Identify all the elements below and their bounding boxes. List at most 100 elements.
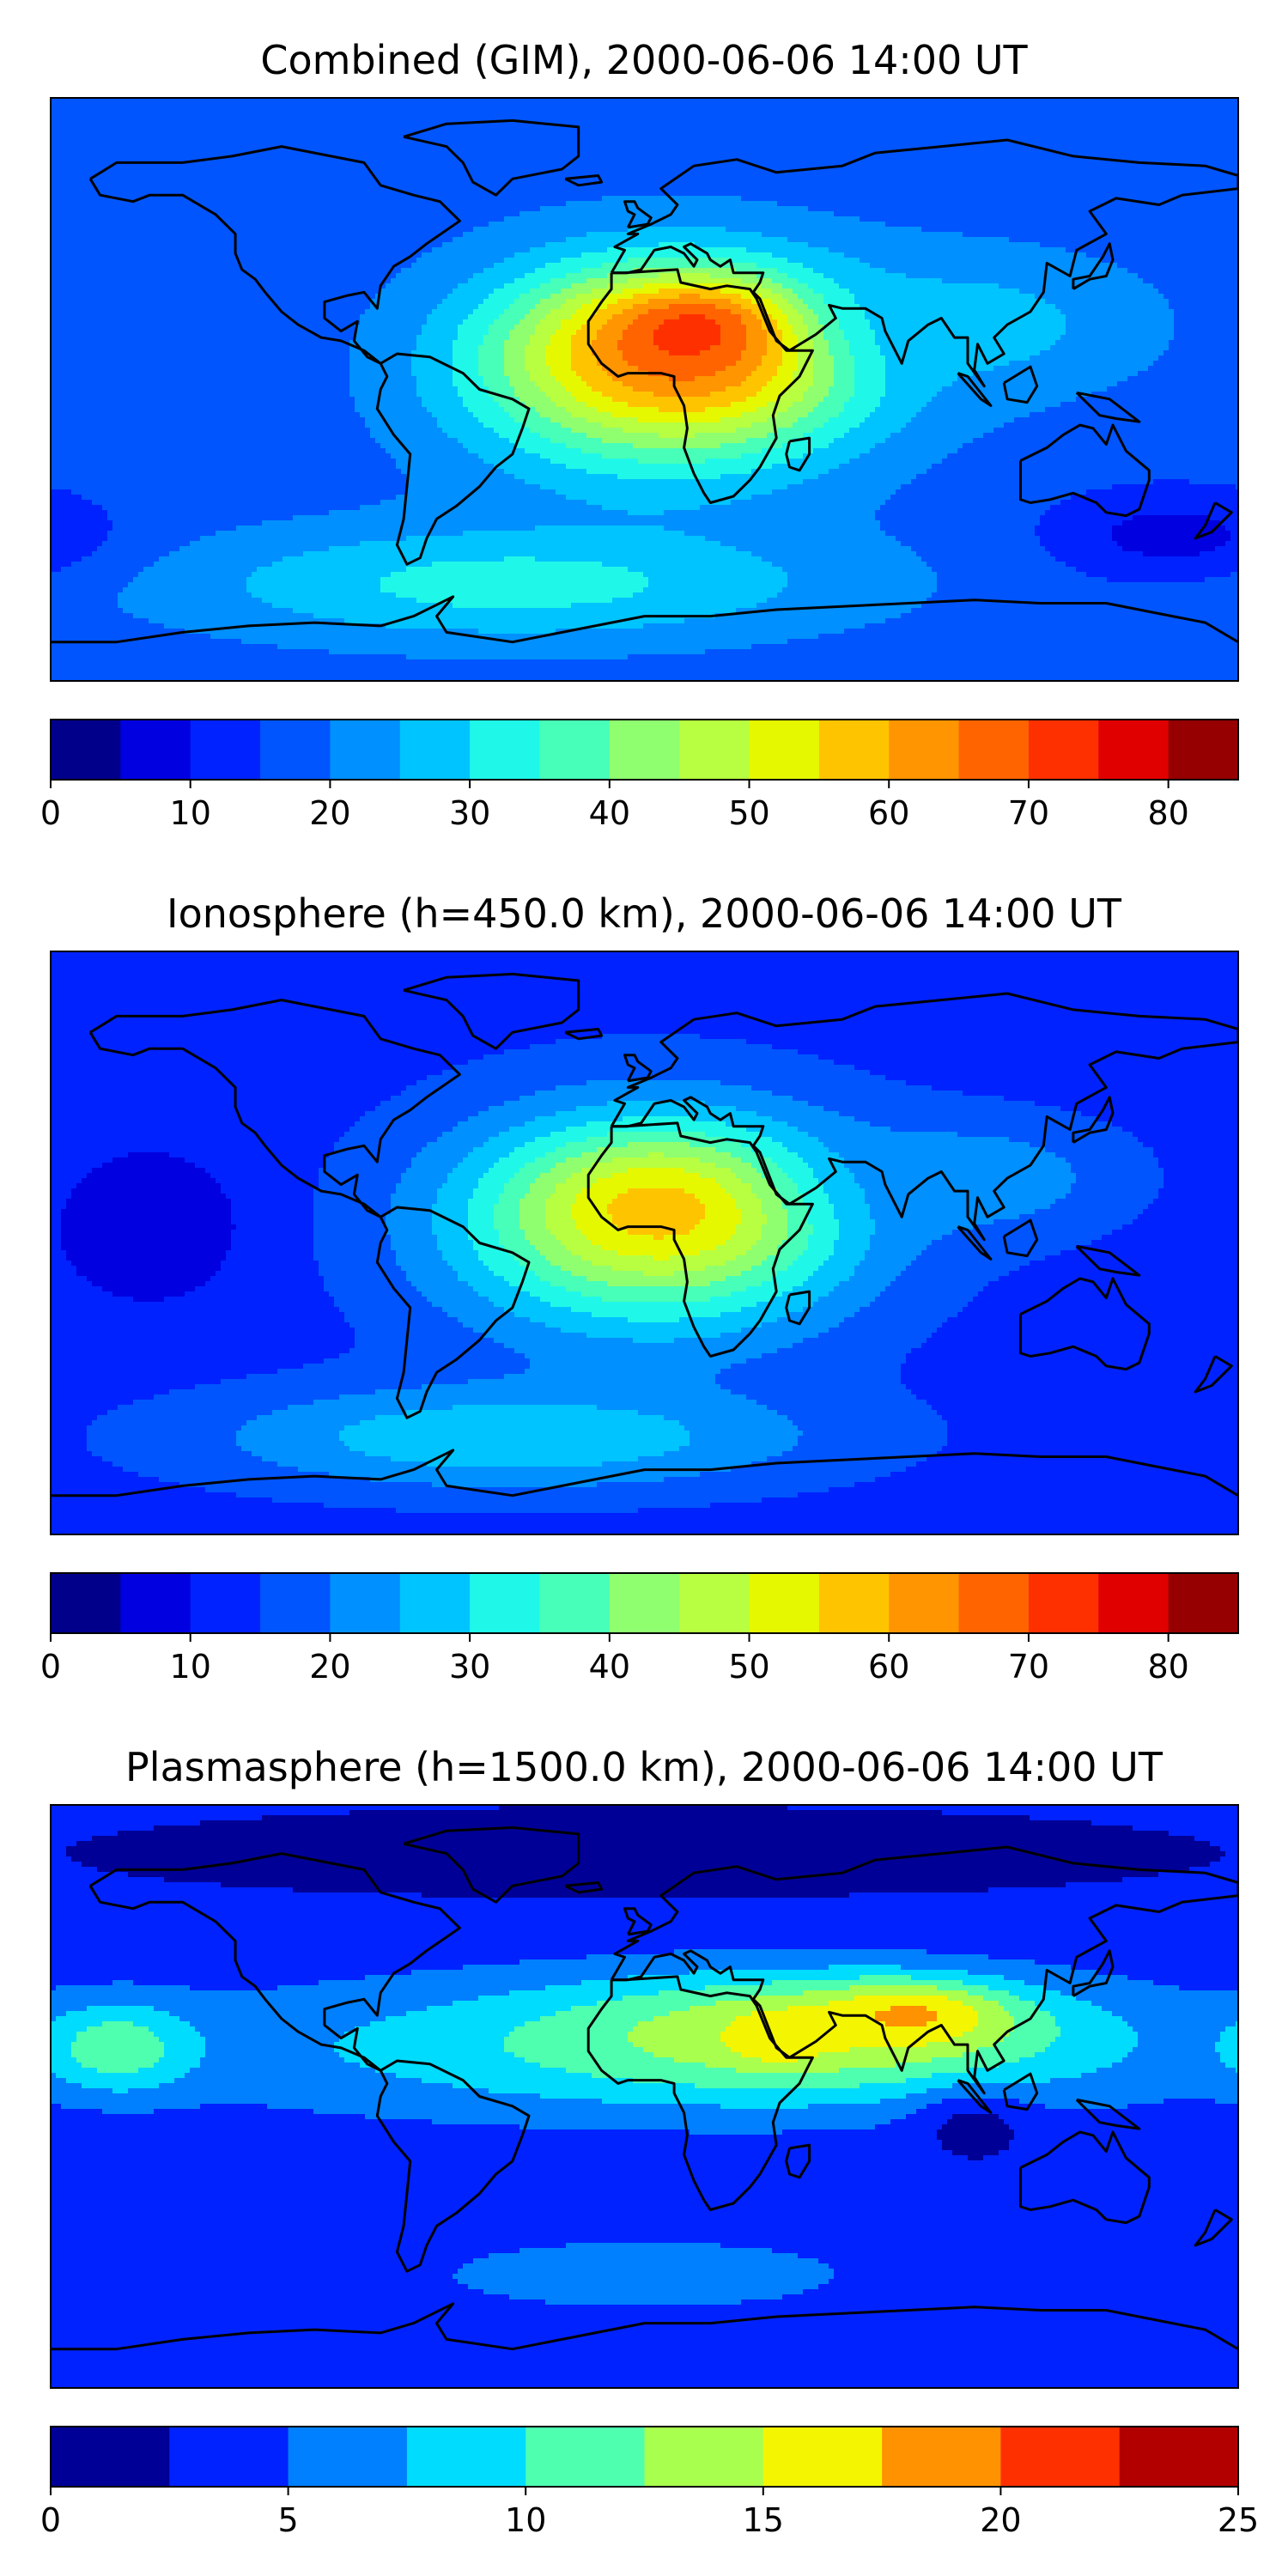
- field-cell: [92, 196, 98, 202]
- field-cell: [1081, 160, 1087, 166]
- field-cell: [514, 155, 520, 161]
- field-cell: [896, 139, 902, 145]
- field-cell: [834, 175, 840, 181]
- field-cell: [453, 185, 459, 191]
- field-cell: [829, 201, 835, 207]
- field-cell: [1024, 134, 1030, 140]
- field-cell: [988, 165, 994, 171]
- field-cell: [638, 103, 644, 109]
- field-cell: [545, 134, 551, 140]
- field-cell: [231, 134, 237, 140]
- field-cell: [999, 118, 1005, 125]
- field-cell: [875, 139, 881, 145]
- field-cell: [159, 149, 165, 155]
- field-cell: [906, 139, 912, 145]
- field-cell: [803, 134, 809, 140]
- field-cell: [355, 103, 361, 109]
- field-cell: [741, 124, 747, 130]
- field-cell: [854, 196, 860, 202]
- field-cell: [829, 129, 835, 135]
- field-cell: [453, 191, 459, 197]
- field-cell: [1148, 175, 1154, 181]
- field-cell: [540, 165, 546, 171]
- field-cell: [164, 149, 170, 155]
- field-cell: [66, 108, 72, 114]
- field-cell: [1030, 108, 1036, 114]
- field-cell: [597, 134, 603, 140]
- field-cell: [901, 196, 907, 202]
- field-cell: [798, 134, 804, 140]
- field-cell: [875, 108, 881, 114]
- field-cell: [92, 165, 98, 171]
- field-cell: [221, 180, 227, 186]
- field-cell: [880, 139, 886, 145]
- field-cell: [221, 185, 227, 191]
- field-cell: [1060, 180, 1066, 186]
- field-cell: [839, 124, 845, 130]
- field-cell: [1133, 118, 1139, 125]
- field-cell: [731, 139, 737, 145]
- field-cell: [772, 175, 778, 181]
- field-cell: [267, 180, 273, 186]
- field-cell: [1148, 113, 1154, 119]
- field-cell: [659, 165, 665, 171]
- field-cell: [1019, 175, 1025, 181]
- field-cell: [674, 180, 680, 186]
- field-cell: [107, 185, 113, 191]
- field-cell: [942, 108, 948, 114]
- field-cell: [329, 108, 335, 114]
- field-cell: [226, 108, 232, 114]
- field-cell: [298, 180, 304, 186]
- field-cell: [643, 108, 649, 114]
- field-cell: [149, 124, 155, 130]
- field-cell: [226, 118, 232, 125]
- field-cell: [319, 103, 325, 109]
- field-cell: [808, 139, 814, 145]
- field-cell: [365, 113, 371, 119]
- field-cell: [499, 155, 505, 161]
- field-cell: [684, 160, 690, 166]
- field-cell: [957, 124, 963, 130]
- field-cell: [545, 113, 551, 119]
- field-cell: [525, 149, 531, 155]
- field-cell: [1071, 144, 1077, 150]
- field-cell: [947, 165, 953, 171]
- field-cell: [1060, 165, 1066, 171]
- field-cell: [1194, 185, 1200, 191]
- field-cell: [1050, 165, 1056, 171]
- field-cell: [875, 103, 881, 109]
- field-cell: [216, 124, 222, 130]
- field-cell: [525, 201, 531, 207]
- field-cell: [525, 196, 531, 202]
- field-cell: [375, 191, 381, 197]
- field-cell: [921, 185, 927, 191]
- field-cell: [772, 124, 778, 130]
- field-cell: [509, 134, 515, 140]
- field-cell: [983, 149, 989, 155]
- field-cell: [313, 165, 319, 171]
- field-cell: [195, 191, 201, 197]
- field-cell: [87, 124, 93, 130]
- field-cell: [556, 113, 562, 119]
- field-cell: [118, 144, 124, 150]
- field-cell: [334, 201, 340, 207]
- field-cell: [313, 144, 319, 150]
- field-cell: [1102, 149, 1108, 155]
- field-cell: [324, 108, 330, 114]
- field-cell: [720, 170, 726, 176]
- field-cell: [1230, 191, 1236, 197]
- field-cell: [1184, 185, 1190, 191]
- field-cell: [643, 149, 649, 155]
- field-cell: [267, 134, 273, 140]
- field-cell: [504, 201, 510, 207]
- field-cell: [386, 113, 392, 119]
- field-cell: [628, 134, 634, 140]
- field-cell: [1014, 134, 1020, 140]
- field-cell: [1112, 175, 1118, 181]
- field-cell: [586, 155, 592, 161]
- field-cell: [829, 139, 835, 145]
- field-cell: [1107, 139, 1113, 145]
- field-cell: [210, 201, 216, 207]
- field-cell: [829, 185, 835, 191]
- field-cell: [628, 191, 634, 197]
